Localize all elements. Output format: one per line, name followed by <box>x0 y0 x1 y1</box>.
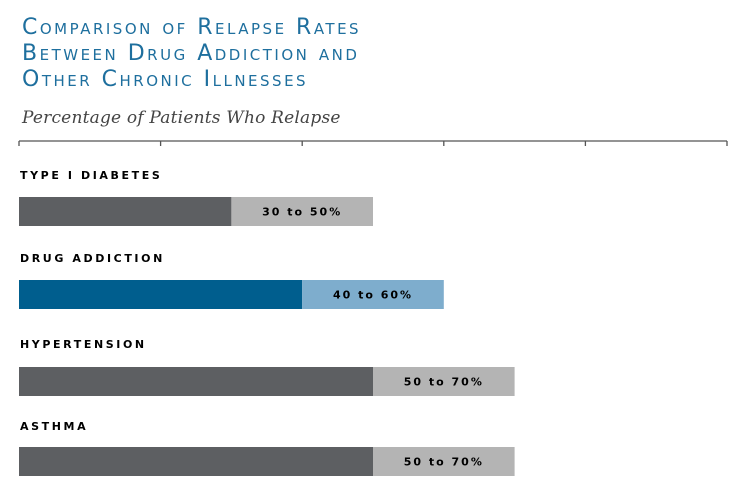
chart-subtitle: Percentage of Patients Who Relapse <box>22 108 341 128</box>
chart-title-line-2: Between Drug Addiction and <box>22 41 360 66</box>
bar-range-3 <box>373 367 515 396</box>
bar-base-3 <box>19 367 373 396</box>
bar-range-4 <box>373 447 515 476</box>
category-label-3: HYPERTENSION <box>20 338 147 351</box>
category-label-4: ASTHMA <box>20 420 88 433</box>
category-label-1: TYPE I DIABETES <box>20 169 162 182</box>
bar-base-2 <box>19 280 303 309</box>
range-label-2: 40 to 60% <box>333 289 413 302</box>
range-label-3: 50 to 70% <box>404 376 484 389</box>
category-label-2: DRUG ADDICTION <box>20 252 165 265</box>
bar-range-2 <box>302 280 444 309</box>
chart-title: Comparison of Relapse Rates Between Drug… <box>22 15 722 93</box>
bar-range-1 <box>231 197 373 226</box>
chart-title-line-3: Other Chronic Illnesses <box>22 67 309 92</box>
bar-base-1 <box>19 197 232 226</box>
chart-title-line-1: Comparison of Relapse Rates <box>22 15 362 40</box>
bar-base-4 <box>19 447 373 476</box>
range-label-1: 30 to 50% <box>262 206 342 219</box>
range-label-4: 50 to 70% <box>404 456 484 469</box>
